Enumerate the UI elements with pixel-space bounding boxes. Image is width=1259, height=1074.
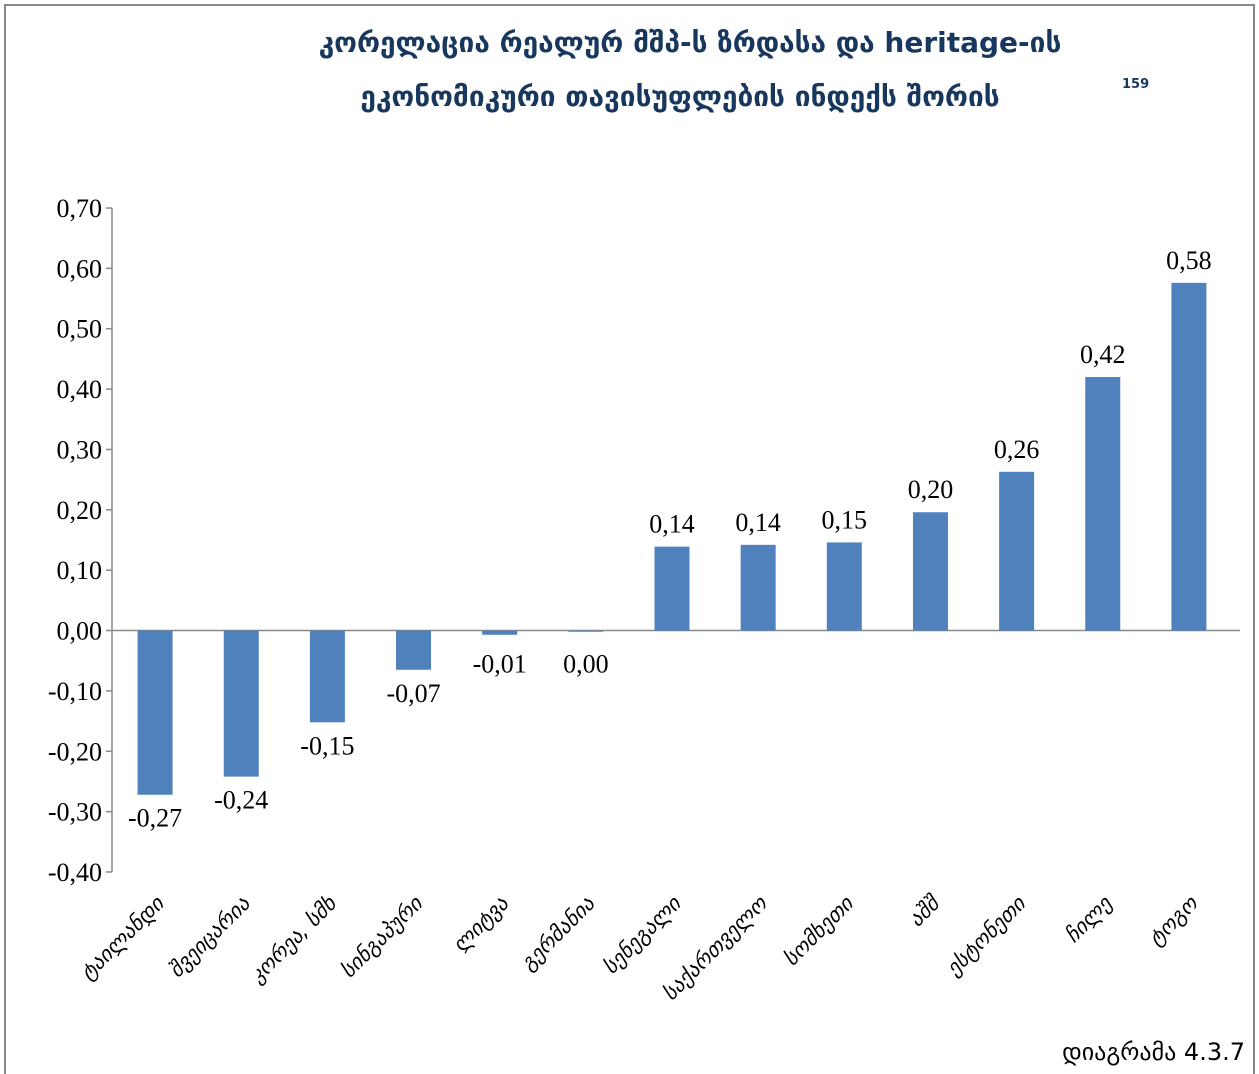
x-tick-label: ლიტვა: [448, 891, 514, 957]
chart-title: ეკონომიკური თავისუფლების ინდექს შორის: [360, 80, 999, 113]
bar: [912, 512, 948, 631]
y-tick-label: -0,20: [48, 737, 102, 766]
value-label: 0,15: [822, 505, 868, 534]
bar: [1171, 282, 1207, 631]
value-label: 0,58: [1166, 246, 1212, 275]
value-label: 0,42: [1080, 340, 1126, 369]
x-tick-label: კორეა, სმხ: [244, 890, 342, 988]
y-tick-label: 0,20: [57, 496, 103, 525]
bar: [396, 630, 432, 670]
value-label: 0,26: [994, 435, 1040, 464]
x-tick-label: ესტონეთი: [941, 891, 1031, 981]
value-label: -0,15: [300, 731, 354, 760]
value-label: -0,27: [128, 804, 182, 833]
y-tick-label: 0,30: [57, 435, 103, 464]
x-tick-label: სომხეთი: [779, 891, 859, 971]
x-tick-label: აშშ: [904, 890, 945, 931]
value-label: -0,07: [386, 679, 440, 708]
bar: [137, 630, 173, 795]
bar: [740, 544, 776, 631]
value-label: 0,14: [649, 510, 695, 539]
x-tick-label: სენეგალი: [598, 891, 686, 979]
value-label: 0,20: [908, 475, 954, 504]
y-tick-label: 0,00: [57, 617, 103, 646]
chart-title: კორელაცია რეალურ მშპ-ს ზრდასა და heritag…: [319, 26, 1062, 59]
x-tick-label: ტაილანდი: [76, 891, 170, 985]
x-tick-label: გერმანია: [516, 891, 599, 974]
y-tick-label: 0,40: [57, 375, 103, 404]
y-tick-label: -0,30: [48, 798, 102, 827]
value-label: 0,14: [735, 508, 781, 537]
y-tick-label: 0,60: [57, 254, 103, 283]
frame: [4, 4, 1255, 1074]
y-tick-label: -0,40: [48, 858, 102, 887]
y-tick-label: 0,10: [57, 556, 103, 585]
y-tick-label: 0,50: [57, 315, 103, 344]
title-note: 159: [1122, 77, 1149, 92]
value-label: 0,00: [563, 650, 609, 679]
bar: [568, 630, 604, 632]
bar: [654, 546, 690, 631]
value-label: -0,24: [214, 786, 268, 815]
caption: დიაგრამა 4.3.7: [1062, 1038, 1245, 1066]
bar: [826, 542, 862, 631]
bar: [482, 630, 518, 635]
bar: [999, 471, 1035, 631]
bar: [223, 630, 259, 777]
y-tick-label: 0,70: [57, 194, 103, 223]
y-tick-label: -0,10: [48, 677, 102, 706]
x-tick-label: ტოგო: [1144, 891, 1204, 951]
bar: [309, 630, 345, 723]
x-tick-label: სინგაპური: [336, 891, 428, 983]
x-tick-label: ჩილე: [1061, 891, 1118, 948]
value-label: -0,01: [473, 650, 527, 679]
bar: [1085, 377, 1121, 631]
x-tick-label: შვეიცარია: [164, 891, 255, 982]
